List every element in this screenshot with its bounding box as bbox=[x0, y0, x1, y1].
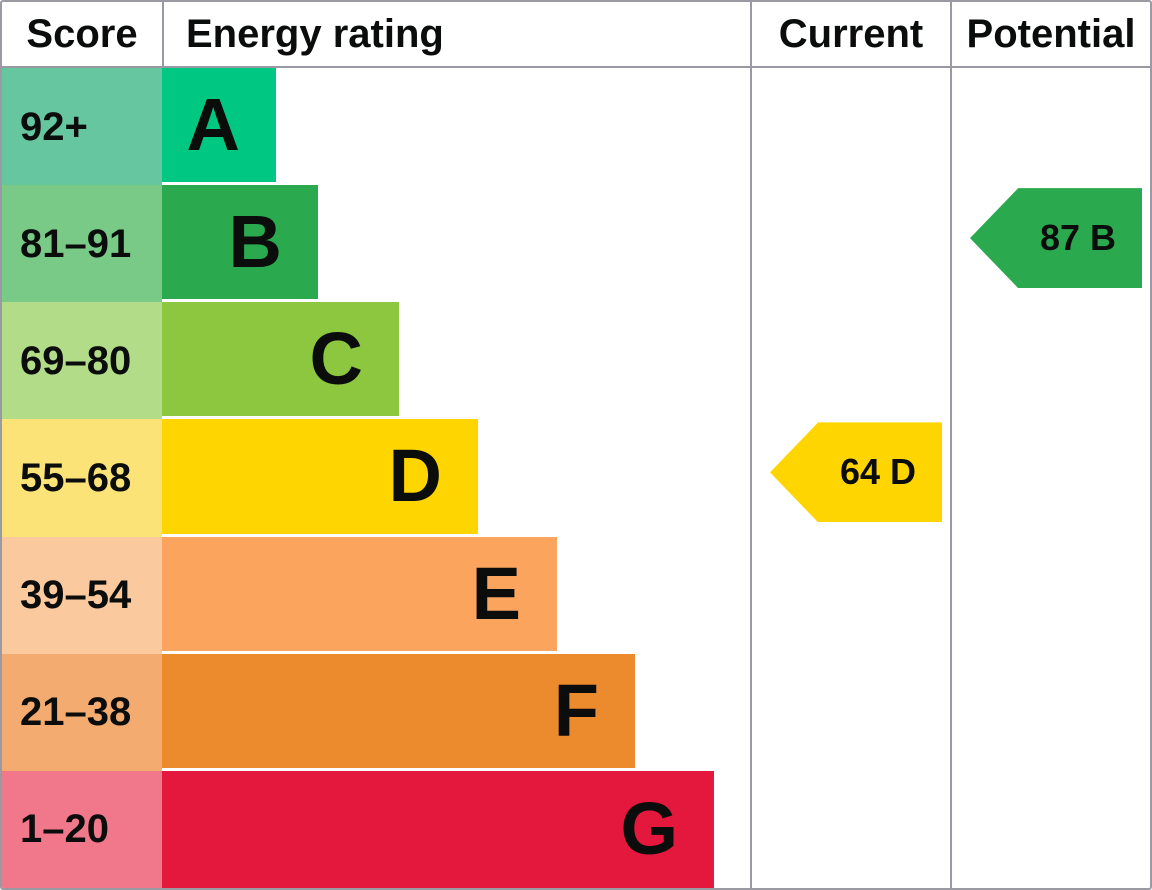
score-range: 81–91 bbox=[20, 221, 132, 266]
band-row: 92+ A bbox=[2, 68, 1150, 186]
rating-bar: D bbox=[162, 419, 478, 534]
header-score-label: Score bbox=[26, 12, 138, 56]
current-cell bbox=[750, 68, 950, 186]
rating-bar: F bbox=[162, 653, 635, 768]
rating-bar-area: A bbox=[162, 68, 750, 185]
header-current: Current bbox=[750, 2, 950, 66]
header-score: Score bbox=[2, 2, 162, 66]
score-range: 1–20 bbox=[20, 807, 109, 852]
score-cell: 21–38 bbox=[2, 653, 162, 771]
current-rating-label: 64 D bbox=[839, 451, 917, 493]
potential-cell bbox=[950, 302, 1150, 420]
band-row: 81–91 B 87 B bbox=[2, 185, 1150, 303]
rating-bar: A bbox=[162, 68, 276, 183]
score-cell: 92+ bbox=[2, 68, 162, 186]
potential-rating-arrow: 87 B bbox=[970, 188, 1142, 289]
score-cell: 81–91 bbox=[2, 185, 162, 303]
current-cell: 64 D bbox=[750, 419, 950, 537]
current-cell bbox=[750, 653, 950, 771]
band-row: 55–68 D 64 D bbox=[2, 419, 1150, 537]
chart-header-row: Score Energy rating Current Potential bbox=[2, 2, 1150, 68]
rating-bar: E bbox=[162, 536, 557, 651]
band-row: 21–38 F bbox=[2, 653, 1150, 771]
potential-cell bbox=[950, 536, 1150, 654]
band-letter: C bbox=[309, 317, 363, 401]
rating-bar-area: C bbox=[162, 302, 750, 419]
current-rating-arrow: 64 D bbox=[770, 422, 942, 523]
potential-cell bbox=[950, 68, 1150, 186]
band-letter: E bbox=[471, 551, 521, 635]
band-row: 69–80 C bbox=[2, 302, 1150, 420]
potential-cell bbox=[950, 419, 1150, 537]
band-row: 39–54 E bbox=[2, 536, 1150, 654]
rating-bar-area: F bbox=[162, 653, 750, 771]
current-cell bbox=[750, 536, 950, 654]
score-cell: 55–68 bbox=[2, 419, 162, 537]
band-letter: B bbox=[228, 200, 282, 284]
potential-rating-label: 87 B bbox=[1039, 217, 1117, 259]
current-cell bbox=[750, 770, 950, 888]
band-row: 1–20 G bbox=[2, 770, 1150, 888]
band-rows: 92+ A 81–91 B 87 B 69–80 C bbox=[2, 68, 1150, 888]
potential-cell bbox=[950, 770, 1150, 888]
score-range: 92+ bbox=[20, 104, 88, 149]
rating-bar-area: G bbox=[162, 770, 750, 888]
score-range: 69–80 bbox=[20, 338, 132, 383]
rating-bar: C bbox=[162, 302, 399, 417]
rating-bar-area: E bbox=[162, 536, 750, 654]
potential-cell bbox=[950, 653, 1150, 771]
band-letter: D bbox=[388, 434, 442, 518]
header-potential: Potential bbox=[950, 2, 1150, 66]
score-cell: 1–20 bbox=[2, 770, 162, 888]
score-range: 39–54 bbox=[20, 573, 132, 618]
header-energy-rating-label: Energy rating bbox=[186, 12, 444, 56]
band-letter: A bbox=[186, 83, 240, 167]
band-letter: G bbox=[620, 787, 678, 871]
score-cell: 39–54 bbox=[2, 536, 162, 654]
score-range: 21–38 bbox=[20, 690, 132, 735]
current-cell bbox=[750, 302, 950, 420]
potential-cell: 87 B bbox=[950, 185, 1150, 303]
header-current-label: Current bbox=[778, 12, 924, 56]
header-potential-label: Potential bbox=[966, 12, 1136, 56]
header-energy-rating: Energy rating bbox=[162, 2, 750, 66]
score-range: 55–68 bbox=[20, 455, 132, 500]
score-cell: 69–80 bbox=[2, 302, 162, 420]
rating-bar: B bbox=[162, 185, 318, 300]
rating-bar-area: D bbox=[162, 419, 750, 536]
band-letter: F bbox=[553, 668, 599, 752]
current-cell bbox=[750, 185, 950, 303]
rating-bar: G bbox=[162, 770, 714, 888]
rating-bar-area: B bbox=[162, 185, 750, 302]
